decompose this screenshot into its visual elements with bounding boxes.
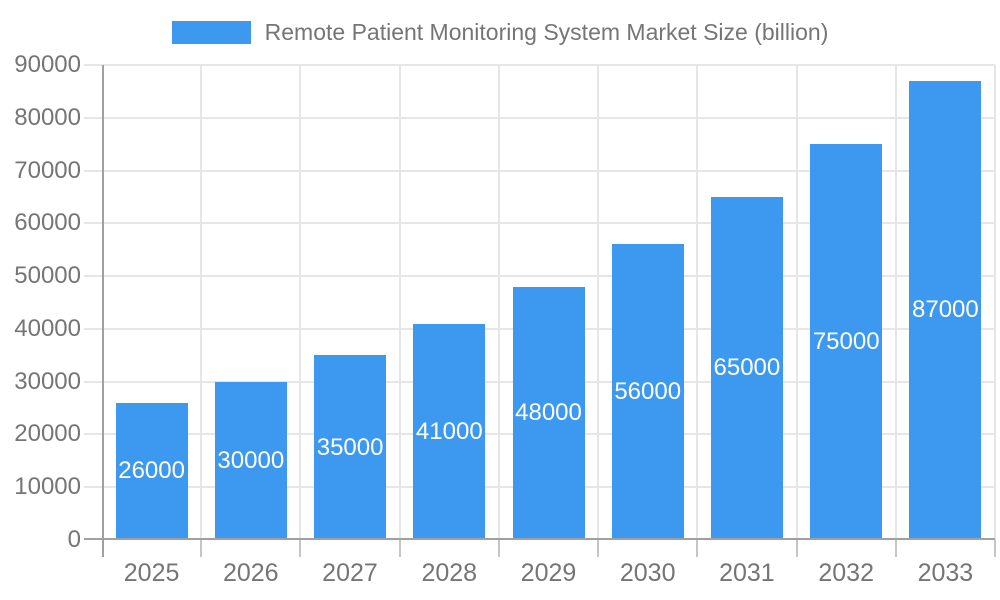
x-tick-label: 2033 bbox=[917, 559, 974, 587]
y-tick-label: 40000 bbox=[14, 314, 81, 342]
bar-value-label: 87000 bbox=[912, 296, 979, 324]
bar[interactable]: 56000 bbox=[611, 244, 684, 540]
bar[interactable]: 41000 bbox=[413, 323, 486, 540]
bar-value-label: 56000 bbox=[614, 378, 682, 406]
gridline-h bbox=[84, 222, 995, 225]
x-tick-label: 2028 bbox=[421, 559, 478, 587]
gridline-v bbox=[200, 65, 202, 540]
y-tick-label: 50000 bbox=[14, 262, 81, 290]
x-tick bbox=[696, 540, 698, 557]
bar-value-label: 35000 bbox=[316, 433, 384, 461]
x-tick-label: 2030 bbox=[619, 559, 676, 587]
x-tick bbox=[994, 540, 996, 557]
bar[interactable]: 75000 bbox=[810, 144, 883, 540]
bar[interactable]: 26000 bbox=[115, 402, 188, 540]
y-tick-label: 0 bbox=[67, 526, 81, 553]
x-tick bbox=[597, 540, 599, 557]
legend: Remote Patient Monitoring System Market … bbox=[0, 18, 1000, 46]
bar[interactable]: 35000 bbox=[314, 355, 387, 540]
x-tick-label: 2031 bbox=[719, 559, 775, 587]
bar[interactable]: 48000 bbox=[512, 286, 585, 540]
y-tick-label: 10000 bbox=[14, 473, 81, 501]
x-axis-line bbox=[84, 538, 995, 540]
y-tick-label: 70000 bbox=[14, 156, 81, 184]
x-tick bbox=[200, 540, 202, 557]
gridline-v bbox=[796, 65, 798, 540]
x-tick-label: 2029 bbox=[520, 559, 577, 587]
legend-label: Remote Patient Monitoring System Market … bbox=[264, 18, 829, 45]
gridline-v bbox=[597, 65, 599, 540]
gridline-v bbox=[299, 65, 301, 540]
x-tick-label: 2027 bbox=[322, 559, 378, 587]
gridline-v bbox=[696, 65, 698, 540]
bar-value-label: 26000 bbox=[118, 457, 185, 485]
x-tick-label: 2032 bbox=[818, 559, 874, 587]
x-tick bbox=[399, 540, 401, 557]
gridline-h bbox=[84, 64, 995, 66]
gridline-v bbox=[994, 65, 996, 540]
y-tick-label: 60000 bbox=[14, 209, 81, 237]
x-tick bbox=[299, 540, 301, 557]
gridline-v bbox=[399, 65, 401, 540]
x-tick-label: 2026 bbox=[222, 559, 279, 587]
bar-value-label: 30000 bbox=[217, 446, 285, 474]
bar-value-label: 41000 bbox=[415, 417, 483, 445]
legend-swatch bbox=[171, 20, 251, 44]
bar-value-label: 75000 bbox=[812, 328, 880, 356]
plot-area: 0 10000 20000 30000 40000 50000 60000 70000 8000… bbox=[14, 52, 996, 587]
bar[interactable]: 65000 bbox=[710, 196, 783, 540]
y-axis-line bbox=[102, 65, 104, 557]
gridline-v bbox=[498, 65, 500, 540]
bar-value-label: 48000 bbox=[515, 399, 582, 427]
x-tick-label: 2025 bbox=[123, 559, 180, 587]
bar[interactable]: 87000 bbox=[909, 80, 982, 540]
bar-value-label: 65000 bbox=[713, 354, 781, 382]
y-tick-label: 80000 bbox=[14, 103, 81, 131]
gridline-v bbox=[895, 65, 897, 540]
bar[interactable]: 30000 bbox=[214, 381, 287, 540]
gridline-h bbox=[84, 116, 995, 119]
x-tick bbox=[796, 540, 798, 557]
x-tick bbox=[498, 540, 500, 557]
x-tick bbox=[895, 540, 897, 557]
y-tick-label: 30000 bbox=[14, 367, 81, 395]
gridline-h bbox=[84, 275, 995, 278]
y-tick-label: 90000 bbox=[14, 51, 81, 78]
gridline-h bbox=[84, 169, 995, 172]
y-tick-label: 20000 bbox=[14, 420, 81, 448]
